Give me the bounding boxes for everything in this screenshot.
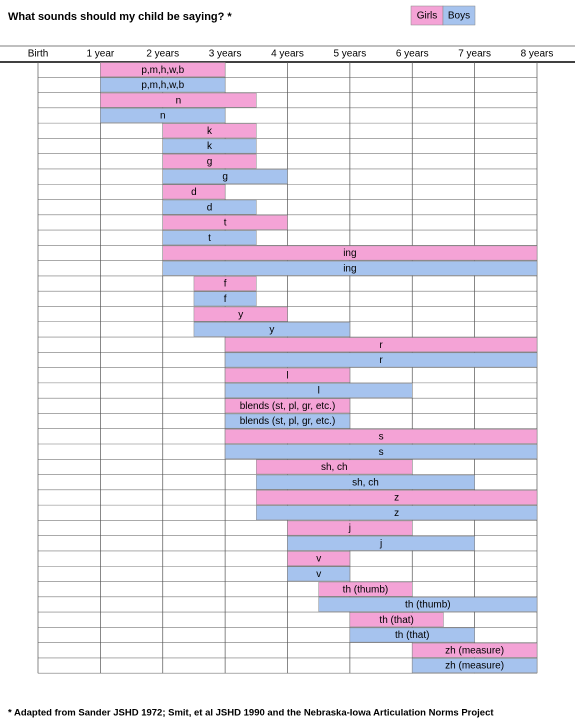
bar-label: d: [207, 202, 213, 213]
bar-label: v: [316, 554, 321, 565]
bar-label: g: [207, 156, 213, 167]
x-tick-label: 3 years: [209, 49, 242, 60]
legend-label: Boys: [448, 11, 470, 22]
bar-label: th (that): [395, 630, 429, 641]
bar-label: s: [379, 447, 384, 458]
bar: [287, 551, 351, 566]
bar: [100, 62, 226, 78]
bar: [224, 413, 351, 429]
bar-label: g: [222, 172, 228, 183]
bar: [100, 108, 226, 123]
bar-label: ing: [343, 248, 356, 259]
bar: [162, 245, 538, 261]
legend-label: Girls: [417, 11, 438, 22]
bar-label: zh (measure): [445, 645, 504, 656]
bar-label: th (thumb): [405, 600, 451, 611]
bar-label: y: [269, 325, 274, 336]
x-tick-label: 1 year: [86, 49, 114, 60]
bar: [318, 597, 538, 612]
legend-swatch: [442, 5, 476, 26]
bar-label: zh (measure): [445, 661, 504, 672]
bar: [224, 428, 538, 444]
chart-title: What sounds should my child be saying? *: [8, 11, 232, 23]
bar: [287, 535, 475, 551]
bar: [193, 322, 351, 337]
bar-label: l: [318, 386, 320, 397]
bar-label: z: [394, 493, 399, 504]
bar-label: blends (st, pl, gr, etc.): [240, 401, 336, 412]
x-tick-label: 2 years: [146, 49, 179, 60]
bar: [256, 474, 475, 490]
bar: [193, 291, 257, 307]
bar: [224, 367, 351, 383]
bar-label: p,m,h,w,b: [141, 80, 184, 91]
bar-label: r: [379, 340, 383, 351]
bar: [162, 215, 288, 230]
bar-label: r: [379, 355, 383, 366]
bar: [162, 184, 226, 200]
bar-label: d: [191, 187, 197, 198]
x-tick-label: 7 years: [458, 49, 491, 60]
bar-label: ing: [343, 263, 356, 274]
bar: [349, 612, 444, 628]
bar-label: sh, ch: [352, 477, 379, 488]
bar: [162, 138, 257, 154]
bar-label: th (that): [379, 615, 413, 626]
bar-label: k: [207, 126, 213, 137]
x-tick-label: 8 years: [521, 49, 554, 60]
bar-label: k: [207, 141, 213, 152]
x-tick-label: 5 years: [333, 49, 366, 60]
x-tick-label: 4 years: [271, 49, 304, 60]
bar: [224, 444, 538, 460]
bar: [100, 92, 257, 108]
bar-label: z: [394, 508, 399, 519]
bar-label: n: [176, 95, 182, 106]
bar: [224, 337, 538, 353]
bar-label: blends (st, pl, gr, etc.): [240, 416, 336, 427]
bar-label: v: [316, 569, 321, 580]
bar: [100, 77, 226, 93]
bar: [287, 520, 413, 536]
bar-label: f: [224, 294, 227, 305]
bar: [256, 459, 413, 475]
bar: [412, 642, 538, 658]
bar-label: th (thumb): [343, 584, 389, 595]
bar: [162, 153, 257, 169]
x-tick-label: 6 years: [396, 49, 429, 60]
bar-label: j: [348, 523, 351, 534]
x-tick-label: Birth: [28, 49, 49, 60]
bar: [224, 398, 351, 414]
bar: [349, 627, 475, 643]
bar: [256, 490, 538, 505]
bar: [193, 276, 257, 291]
bar-label: s: [379, 432, 384, 443]
footnote: * Adapted from Sander JSHD 1972; Smit, e…: [8, 708, 494, 719]
bar: [287, 566, 351, 582]
bar: [162, 260, 538, 276]
bar: [162, 169, 288, 184]
bar-label: t: [208, 233, 211, 244]
bar-label: p,m,h,w,b: [141, 65, 184, 76]
bar-label: sh, ch: [321, 462, 348, 473]
bar-label: f: [224, 279, 227, 290]
bar-label: j: [379, 538, 382, 549]
bar-label: l: [286, 370, 288, 381]
bar: [318, 581, 413, 597]
bar: [162, 230, 257, 246]
bar: [162, 199, 257, 215]
bar: [193, 306, 288, 322]
bar: [162, 123, 257, 139]
bar: [256, 505, 538, 521]
bar: [224, 383, 413, 398]
bar-label: t: [224, 218, 227, 229]
bar-label: n: [160, 111, 166, 122]
bar: [224, 352, 538, 368]
bar: [412, 658, 538, 673]
bar-label: y: [238, 309, 243, 320]
